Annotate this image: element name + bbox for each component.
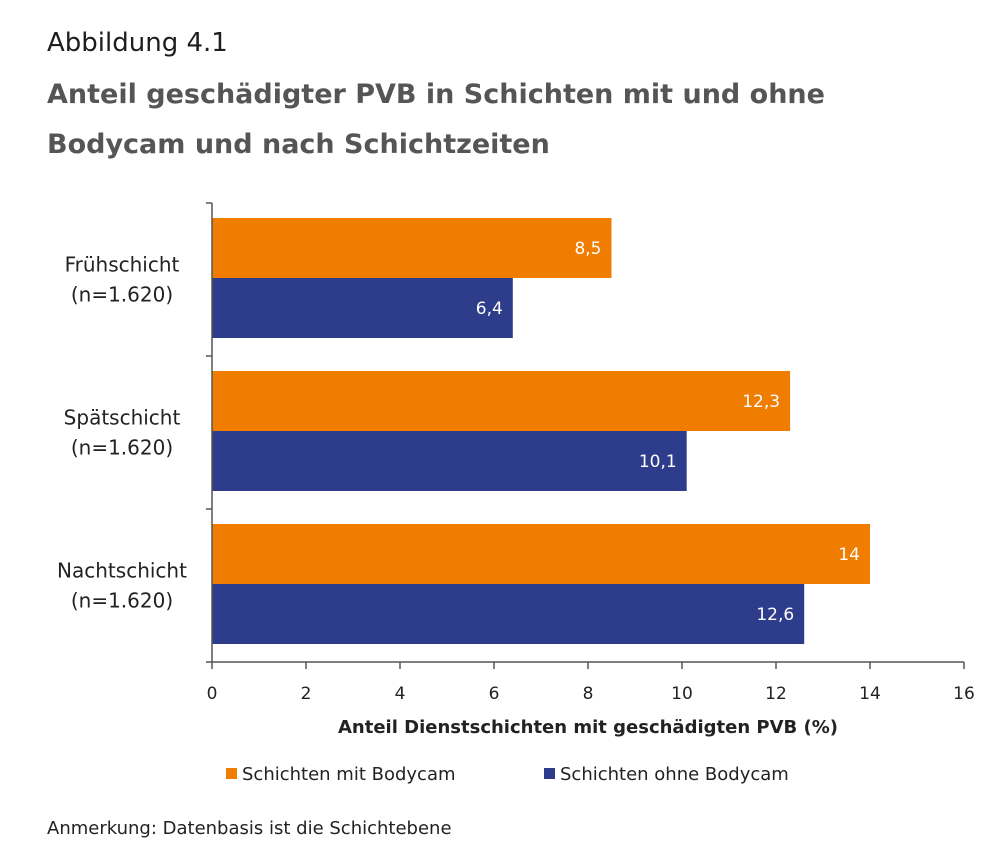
legend-label: Schichten ohne Bodycam: [560, 764, 789, 785]
x-tick-label: 14: [859, 684, 881, 704]
category-label: Nachtschicht: [57, 559, 187, 583]
category-label: (n=1.620): [71, 283, 173, 307]
data-label: 6,4: [476, 299, 503, 319]
x-tick-label: 12: [765, 684, 787, 704]
bar: [212, 278, 513, 338]
x-tick-label: 8: [583, 684, 594, 704]
bar: [212, 584, 805, 644]
category-label: Frühschicht: [65, 253, 180, 277]
x-tick-label: 0: [207, 684, 218, 704]
legend-swatch: [544, 768, 555, 779]
footnote: Anmerkung: Datenbasis ist die Schichtebe…: [47, 818, 452, 839]
x-tick-label: 2: [301, 684, 312, 704]
data-label: 14: [838, 545, 860, 565]
bar: [212, 431, 687, 491]
data-label: 8,5: [574, 239, 601, 259]
bar: [212, 524, 870, 584]
data-label: 12,6: [756, 605, 794, 625]
x-tick-label: 6: [489, 684, 500, 704]
bar: [212, 218, 612, 278]
bar: [212, 371, 791, 431]
figure-label: Abbildung 4.1: [47, 28, 228, 58]
data-label: 12,3: [742, 392, 780, 412]
legend-swatch: [226, 768, 237, 779]
legend-label: Schichten mit Bodycam: [242, 764, 456, 785]
category-label: Spätschicht: [64, 406, 181, 430]
x-tick-label: 10: [671, 684, 693, 704]
x-tick-label: 4: [395, 684, 406, 704]
category-label: (n=1.620): [71, 436, 173, 460]
x-tick-label: 16: [953, 684, 975, 704]
data-label: 10,1: [639, 452, 677, 472]
x-axis-title: Anteil Dienstschichten mit geschädigten …: [338, 717, 838, 738]
chart-title: Anteil geschädigter PVB in Schichten mit…: [47, 79, 825, 160]
category-label: (n=1.620): [71, 589, 173, 613]
